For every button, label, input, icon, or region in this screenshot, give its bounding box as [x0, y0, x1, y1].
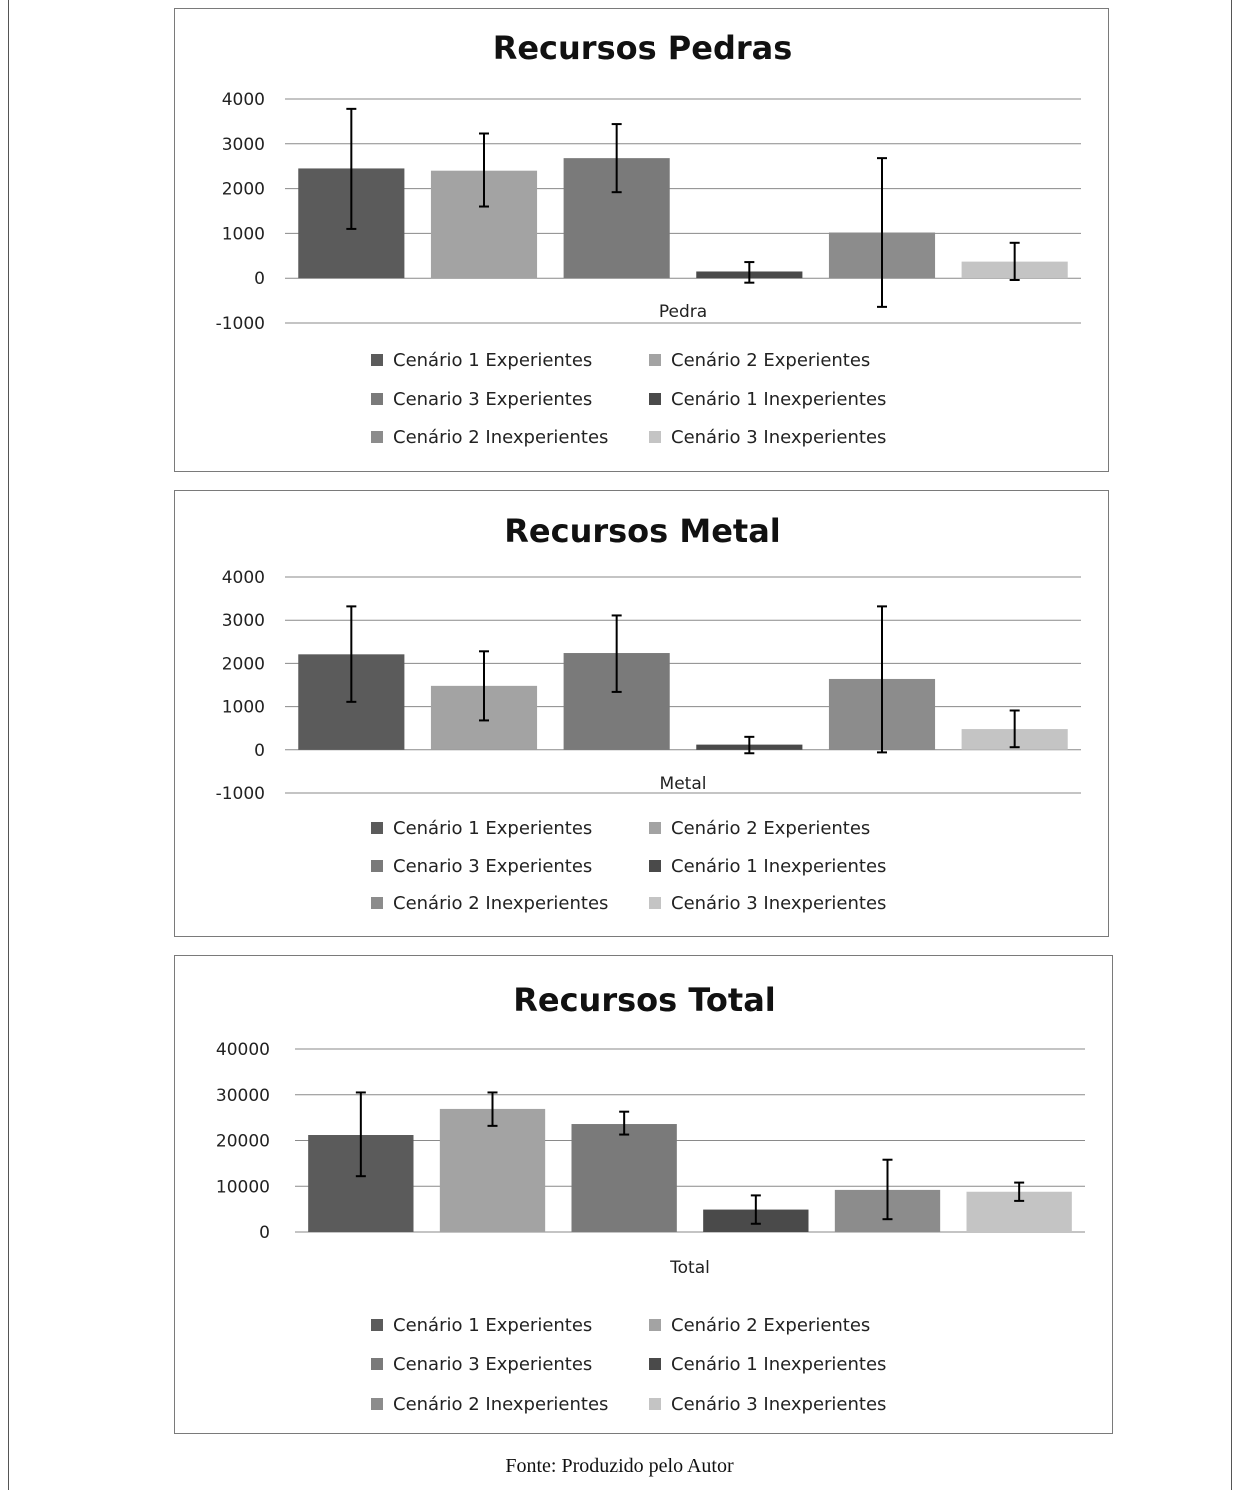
legend-swatch: [371, 354, 383, 366]
legend-label: Cenário 3 Inexperientes: [671, 1394, 886, 1415]
category-label: Total: [669, 1258, 710, 1278]
legend-label: Cenário 1 Experientes: [393, 350, 592, 371]
y-tick-label: 20000: [216, 1132, 270, 1152]
y-tick-label: 3000: [222, 611, 265, 631]
legend-swatch: [371, 393, 383, 405]
legend-label: Cenário 1 Inexperientes: [671, 856, 886, 877]
legend-swatch: [371, 860, 383, 872]
chart-title: Recursos Pedras: [493, 29, 793, 67]
chart-title: Recursos Metal: [504, 512, 781, 550]
chart-svg: Recursos Total 0 10000 20000 30000 40000 Total…: [216, 981, 1085, 1415]
y-tick-label: 0: [259, 1223, 270, 1243]
legend-swatch: [649, 897, 661, 909]
bar: [571, 1124, 677, 1232]
page-frame: [8, 0, 1232, 1490]
source-caption: Fonte: Produzido pelo Autor: [505, 1455, 734, 1477]
bar: [439, 1108, 546, 1232]
y-tick-label: -1000: [216, 314, 265, 334]
y-tick-label: 2000: [222, 180, 265, 200]
legend-swatch: [649, 354, 661, 366]
category-label: Metal: [660, 774, 707, 794]
y-tick-label: 4000: [222, 90, 265, 110]
legend-swatch: [649, 1319, 661, 1331]
category-label: Pedra: [659, 302, 707, 322]
chart-svg: Recursos Pedras -1000 0 1000 2000 3000 4000 Ped…: [216, 29, 1081, 448]
y-tick-label: 0: [254, 269, 265, 289]
y-tick-label: 1000: [222, 698, 265, 718]
legend-swatch: [649, 1398, 661, 1410]
legend-label: Cenário 1 Experientes: [393, 1315, 592, 1336]
legend-label: Cenário 1 Experientes: [393, 818, 592, 839]
legend-label: Cenário 2 Inexperientes: [393, 1394, 608, 1415]
legend-label: Cenário 2 Inexperientes: [393, 893, 608, 914]
legend-label: Cenário 2 Experientes: [671, 1315, 870, 1336]
chart-panel-total: Recursos Total 0 10000 20000 30000 40000 Total…: [174, 955, 1113, 1434]
legend-label: Cenário 3 Inexperientes: [671, 427, 886, 448]
y-tick-label: 40000: [216, 1040, 270, 1060]
legend-label: Cenário 2 Inexperientes: [393, 427, 608, 448]
y-tick-label: 2000: [222, 654, 265, 674]
legend-label: Cenario 3 Experientes: [393, 1354, 592, 1375]
y-tick-label: 10000: [216, 1177, 270, 1197]
legend-swatch: [371, 431, 383, 443]
chart-panel-pedras: Recursos Pedras -1000 0 1000 2000 3000 4000 Ped…: [174, 8, 1109, 472]
legend-swatch: [371, 1358, 383, 1370]
chart-title: Recursos Total: [513, 981, 776, 1019]
legend-label: Cenário 2 Experientes: [671, 818, 870, 839]
y-tick-label: 1000: [222, 224, 265, 244]
y-tick-label: -1000: [216, 784, 265, 804]
legend-swatch: [371, 897, 383, 909]
legend-label: Cenário 1 Inexperientes: [671, 1354, 886, 1375]
legend-swatch: [371, 822, 383, 834]
y-tick-label: 4000: [222, 568, 265, 588]
y-tick-label: 0: [254, 741, 265, 761]
legend-swatch: [649, 1358, 661, 1370]
y-tick-label: 30000: [216, 1086, 270, 1106]
legend-label: Cenario 3 Experientes: [393, 389, 592, 410]
legend-swatch: [649, 431, 661, 443]
legend-swatch: [371, 1319, 383, 1331]
legend-label: Cenário 1 Inexperientes: [671, 389, 886, 410]
legend-swatch: [649, 822, 661, 834]
legend-swatch: [371, 1398, 383, 1410]
legend-label: Cenario 3 Experientes: [393, 856, 592, 877]
legend-swatch: [649, 860, 661, 872]
legend-swatch: [649, 393, 661, 405]
chart-panel-metal: Recursos Metal -1000 0 1000 2000 3000 4000 Meta…: [174, 490, 1109, 937]
legend-label: Cenário 2 Experientes: [671, 350, 870, 371]
chart-svg: Recursos Metal -1000 0 1000 2000 3000 4000 Meta…: [216, 512, 1081, 914]
legend-label: Cenário 3 Inexperientes: [671, 893, 886, 914]
y-tick-label: 3000: [222, 135, 265, 155]
